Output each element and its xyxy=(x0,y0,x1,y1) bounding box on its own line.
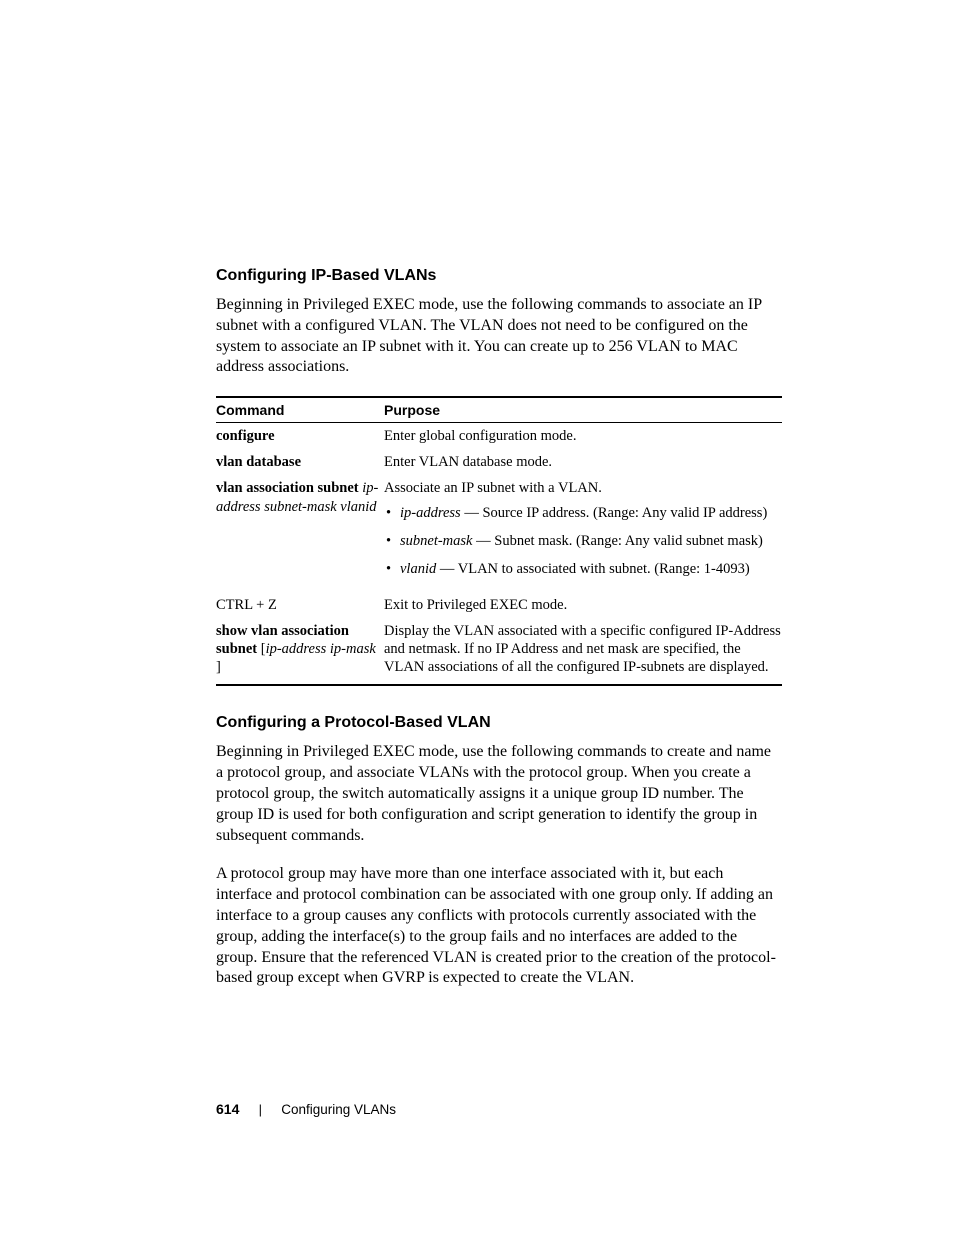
section-heading-ip-vlans: Configuring IP-Based VLANs xyxy=(216,267,782,285)
footer-separator: | xyxy=(259,1102,262,1117)
table-row: vlan association subnet ip-address subne… xyxy=(216,475,782,592)
command-text-ital: ip-address ip-mask xyxy=(266,641,376,657)
bracket-close: ] xyxy=(216,659,221,675)
table-row: configure Enter global configuration mod… xyxy=(216,423,782,450)
table-header-purpose: Purpose xyxy=(384,397,782,423)
command-text: configure xyxy=(216,428,275,444)
bullet-item: ip-address — Source IP address. (Range: … xyxy=(384,504,782,522)
section2-paragraph-2: A protocol group may have more than one … xyxy=(216,864,782,989)
purpose-intro: Associate an IP subnet with a VLAN. xyxy=(384,480,602,496)
cell-command: CTRL + Z xyxy=(216,592,384,618)
cell-purpose: Exit to Privileged EXEC mode. xyxy=(384,592,782,618)
table-header-row: Command Purpose xyxy=(216,397,782,423)
bracket-open: [ xyxy=(257,641,265,657)
bullet-ital: vlanid xyxy=(400,561,436,577)
table-row: CTRL + Z Exit to Privileged EXEC mode. xyxy=(216,592,782,618)
bullet-text: — Subnet mask. (Range: Any valid subnet … xyxy=(473,533,763,549)
command-table: Command Purpose configure Enter global c… xyxy=(216,396,782,686)
page-footer: 614 | Configuring VLANs xyxy=(216,1101,396,1118)
page-number: 614 xyxy=(216,1101,239,1117)
page-content: Configuring IP-Based VLANs Beginning in … xyxy=(0,0,954,989)
bullet-text: — VLAN to associated with subnet. (Range… xyxy=(436,561,749,577)
footer-section-name: Configuring VLANs xyxy=(281,1102,396,1117)
bullet-text: — Source IP address. (Range: Any valid I… xyxy=(461,505,768,521)
table-row: show vlan association subnet [ip-address… xyxy=(216,618,782,685)
bullet-item: vlanid — VLAN to associated with subnet.… xyxy=(384,560,782,578)
bullet-list: ip-address — Source IP address. (Range: … xyxy=(384,504,782,578)
cell-purpose: Display the VLAN associated with a speci… xyxy=(384,618,782,685)
command-text-bold: vlan association subnet xyxy=(216,480,359,496)
command-text: vlan database xyxy=(216,454,301,470)
cell-purpose: Associate an IP subnet with a VLAN. ip-a… xyxy=(384,475,782,592)
cell-purpose: Enter global configuration mode. xyxy=(384,423,782,450)
section2-paragraph-1: Beginning in Privileged EXEC mode, use t… xyxy=(216,742,782,846)
cell-purpose: Enter VLAN database mode. xyxy=(384,449,782,475)
bullet-ital: subnet-mask xyxy=(400,533,473,549)
section1-paragraph: Beginning in Privileged EXEC mode, use t… xyxy=(216,295,782,378)
bullet-item: subnet-mask — Subnet mask. (Range: Any v… xyxy=(384,532,782,550)
table-row: vlan database Enter VLAN database mode. xyxy=(216,449,782,475)
cell-command: show vlan association subnet [ip-address… xyxy=(216,618,384,685)
cell-command: vlan association subnet ip-address subne… xyxy=(216,475,384,592)
bullet-ital: ip-address xyxy=(400,505,461,521)
cell-command: vlan database xyxy=(216,449,384,475)
cell-command: configure xyxy=(216,423,384,450)
table-header-command: Command xyxy=(216,397,384,423)
section-heading-protocol-vlan: Configuring a Protocol-Based VLAN xyxy=(216,714,782,732)
